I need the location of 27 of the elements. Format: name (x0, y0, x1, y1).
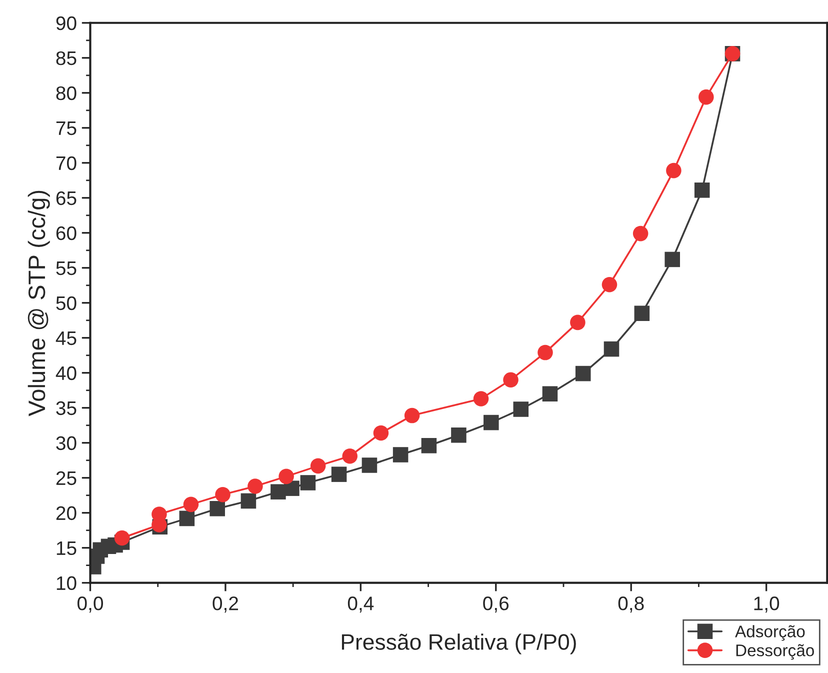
y-tick-label: 15 (56, 541, 76, 556)
y-tick-label: 70 (56, 156, 76, 170)
y-tick-label: 85 (56, 51, 76, 66)
y-tick-label: 55 (56, 262, 76, 276)
x-axis-title: Pressão Relativa (P/P0) (342, 634, 576, 654)
y-tick-label: 40 (56, 366, 76, 380)
y-tick-label: 10 (56, 576, 76, 590)
x-tick-label: 0,2 (212, 596, 238, 613)
y-axis-title: Volume @ STP (cc/g) (28, 190, 50, 416)
y-tick-label: 75 (56, 122, 76, 136)
x-tick-label: 0,0 (78, 596, 104, 613)
y-tick-label: 60 (56, 226, 76, 240)
y-tick-label: 25 (56, 471, 76, 486)
y-tick-label: 30 (56, 436, 76, 450)
legend-label: Dessorção (736, 644, 814, 660)
y-tick-label: 35 (56, 401, 76, 416)
y-tick-label: 50 (56, 296, 76, 310)
legend-label: Adsorção (735, 625, 805, 641)
y-tick-label: 80 (56, 86, 76, 100)
x-tick-label: 1,0 (754, 596, 780, 613)
y-tick-label: 90 (56, 16, 76, 30)
y-tick-label: 45 (56, 332, 76, 346)
y-tick-label: 20 (56, 506, 76, 520)
y-tick-label: 65 (56, 191, 76, 206)
x-tick-label: 0,8 (618, 596, 644, 613)
x-tick-label: 0,4 (348, 596, 374, 613)
x-tick-label: 0,6 (483, 596, 509, 613)
